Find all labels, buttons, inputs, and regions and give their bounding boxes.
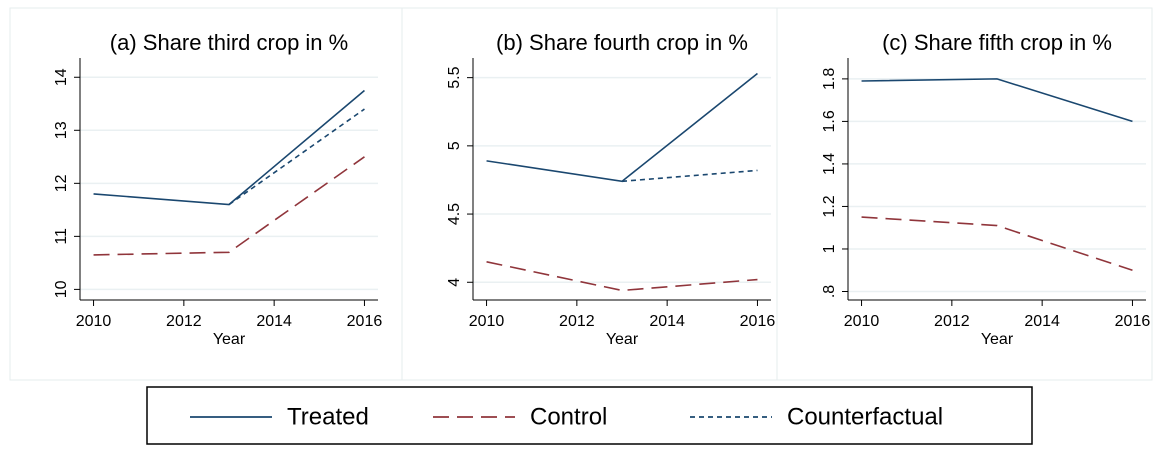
x-tick-label: 2016 (347, 313, 383, 330)
y-tick-label: 10 (53, 280, 70, 298)
x-axis-label: Year (981, 331, 1014, 348)
legend-label: Control (530, 403, 607, 430)
y-tick-label: 5 (446, 141, 463, 150)
y-tick-label: 12 (53, 174, 70, 192)
x-tick-label: 2014 (256, 313, 292, 330)
y-tick-label: 4 (446, 278, 463, 287)
series-line (93, 156, 365, 256)
x-axis-label: Year (213, 331, 246, 348)
x-tick-label: 2012 (559, 313, 595, 330)
y-tick-label: 11 (53, 228, 70, 245)
legend-label: Treated (287, 403, 369, 430)
figure-frame (9, 7, 1153, 381)
chart-title: (a) Share third crop in % (110, 30, 348, 55)
chart-title: (c) Share fifth crop in % (882, 30, 1112, 55)
y-tick-label: 14 (53, 68, 70, 86)
series-line (486, 72, 758, 183)
x-tick-label: 2012 (934, 313, 970, 330)
series-line (486, 261, 758, 292)
x-axis-label: Year (606, 331, 639, 348)
y-tick-label: 4.5 (446, 203, 463, 225)
y-tick-label: 1.6 (821, 110, 838, 132)
legend-box (146, 386, 1033, 445)
series-line (621, 169, 758, 183)
y-tick-label: 5.5 (446, 66, 463, 88)
x-tick-label: 2014 (1024, 313, 1060, 330)
series-line (861, 216, 1133, 271)
y-tick-label: 13 (53, 121, 70, 139)
series-line (228, 108, 365, 206)
y-tick-label: 1.8 (821, 68, 838, 90)
y-tick-label: 1.2 (821, 195, 838, 217)
y-tick-label: 1 (821, 244, 838, 253)
series-line (861, 78, 1133, 123)
x-tick-label: 2010 (76, 313, 112, 330)
x-tick-label: 2014 (649, 313, 685, 330)
x-tick-label: 2016 (1115, 313, 1151, 330)
y-tick-label: 1.4 (821, 153, 838, 175)
x-tick-label: 2010 (469, 313, 505, 330)
chart-title: (b) Share fourth crop in % (496, 30, 748, 55)
x-tick-label: 2016 (740, 313, 776, 330)
x-tick-label: 2012 (166, 313, 202, 330)
legend-label: Counterfactual (787, 403, 943, 430)
y-tick-label: .8 (821, 285, 838, 298)
x-tick-label: 2010 (844, 313, 880, 330)
